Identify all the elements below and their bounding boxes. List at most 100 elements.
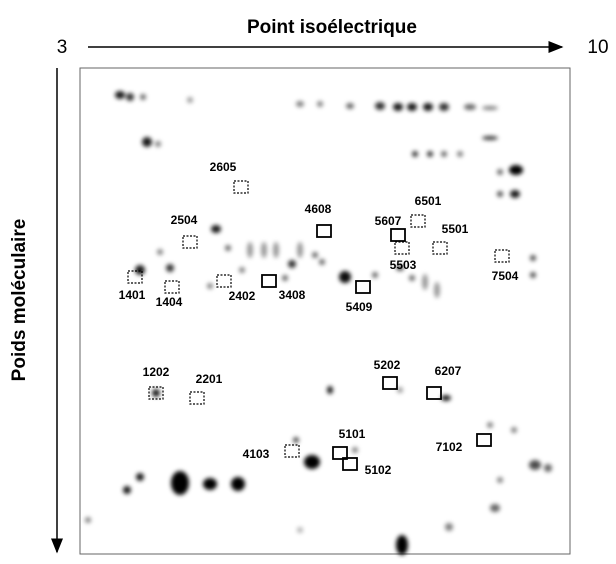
spot-box [410, 214, 426, 228]
gel-spot [166, 264, 174, 272]
spot-label: 2402 [229, 289, 256, 303]
gel-spot [497, 477, 503, 483]
gel-spot [288, 260, 296, 268]
gel-spot [203, 478, 217, 490]
gel-spots [85, 91, 552, 555]
spot-box [426, 386, 442, 400]
gel-spot [346, 103, 354, 109]
spot-label: 5607 [375, 214, 402, 228]
gel-spot [126, 93, 134, 101]
spot-box [494, 249, 510, 263]
spot-box [127, 270, 143, 284]
spot-box [355, 280, 371, 294]
gel-spot [510, 190, 520, 198]
spot-box [316, 224, 332, 238]
gel-spot [123, 486, 131, 494]
gel-spot [407, 103, 417, 111]
spot-box [284, 444, 300, 458]
gel-spot [142, 137, 152, 147]
x-end: 10 [587, 37, 608, 58]
gel-spot [115, 91, 125, 99]
gel-spot [273, 242, 279, 258]
gel-spot [247, 242, 253, 258]
spot-label: 1404 [156, 295, 183, 309]
gel-spot [396, 535, 408, 555]
gel-spot [439, 103, 449, 111]
spot-label: 6207 [435, 364, 462, 378]
gel-spot [155, 141, 161, 147]
gel-spot [397, 387, 403, 393]
spot-box [164, 280, 180, 294]
gel-spot [422, 274, 428, 290]
gel-spot [445, 523, 453, 531]
spot-label: 2605 [210, 160, 237, 174]
gel-spot [393, 103, 403, 111]
gel-spot [339, 271, 351, 283]
gel-spot [375, 102, 385, 110]
gel-spot [297, 527, 303, 533]
gel-spot [327, 386, 333, 394]
x-axis-title: Point isoélectrique [247, 17, 417, 38]
gel-spot [282, 275, 288, 281]
spot-label: 2201 [196, 372, 223, 386]
gel [79, 67, 571, 555]
spot-label: 5409 [346, 300, 373, 314]
spot-label: 5202 [374, 358, 401, 372]
spot-label: 7102 [436, 440, 463, 454]
gel-spot [297, 242, 303, 258]
spot-label: 1401 [119, 288, 146, 302]
gel-spot [239, 267, 245, 273]
spot-label: 5503 [390, 258, 417, 272]
gel-spot [293, 437, 299, 443]
gel-spot [140, 94, 146, 100]
spot-box [332, 446, 348, 460]
gel-spot [497, 169, 503, 175]
gel-spot [530, 255, 536, 261]
spot-label: 7504 [492, 269, 519, 283]
gel-spot [544, 464, 552, 472]
gel-spot [511, 427, 517, 433]
gel-spot [136, 473, 144, 481]
spot-box [382, 376, 398, 390]
spot-box [394, 241, 410, 255]
spot-label: 5101 [339, 427, 366, 441]
gel-spot [296, 101, 304, 107]
gel-spot [372, 272, 378, 278]
spot-label: 5501 [442, 222, 469, 236]
gel-spot [457, 151, 463, 157]
spot-label: 6501 [415, 194, 442, 208]
y-axis-title: Poids moléculaire [9, 219, 30, 382]
gel-spot [152, 389, 160, 397]
gel-spot [135, 265, 145, 275]
gel-spot [412, 151, 418, 157]
gel-spot [211, 225, 221, 233]
spot-label: 5102 [365, 463, 392, 477]
gel-spot [207, 283, 213, 289]
spot-box [233, 180, 249, 194]
spot-box [342, 457, 358, 471]
gel-spot [490, 504, 500, 512]
spot-box [189, 391, 205, 405]
gel-spot [187, 97, 193, 103]
spot-label: 4608 [305, 202, 332, 216]
gel-spot [441, 151, 447, 157]
gel-spot [231, 477, 245, 491]
spot-label: 4103 [243, 447, 270, 461]
spot-box [390, 228, 406, 242]
spot-label: 1202 [143, 365, 170, 379]
gel-spot [261, 242, 267, 258]
spot-label: 2504 [171, 213, 198, 227]
gel-spot [497, 191, 503, 197]
gel-spot [319, 259, 325, 265]
gel-spot [509, 165, 523, 175]
gel-spot [434, 282, 440, 298]
spot-box [476, 433, 492, 447]
gel-spot [482, 136, 498, 140]
gel-spot [529, 460, 541, 470]
gel-spot [304, 455, 320, 469]
gel-spot [427, 151, 433, 157]
spot-box [182, 235, 198, 249]
gel-spot [409, 275, 415, 281]
gel-spot [317, 101, 323, 107]
